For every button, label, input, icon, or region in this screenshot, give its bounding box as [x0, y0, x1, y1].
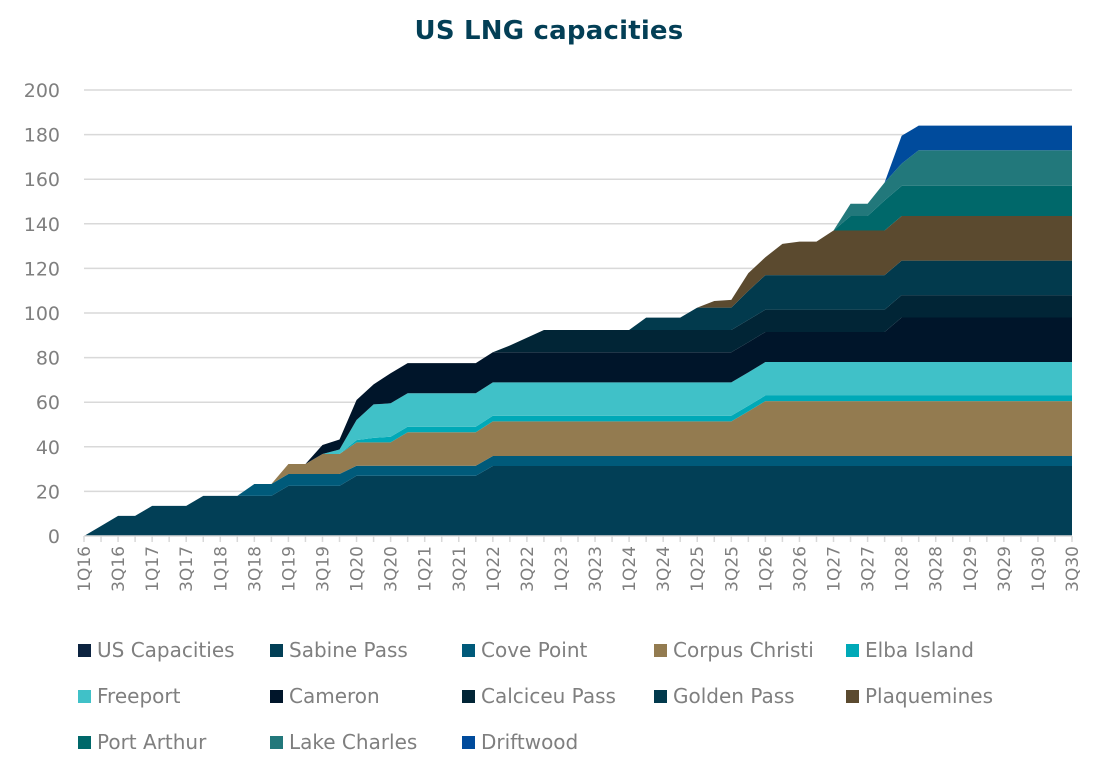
- x-tick-label: 3Q30: [1063, 546, 1083, 592]
- y-tick-label: 80: [36, 348, 60, 370]
- x-tick-label: 1Q26: [756, 546, 776, 592]
- y-tick-label: 100: [24, 303, 60, 325]
- x-tick-label: 3Q19: [313, 546, 333, 592]
- legend-label: Golden Pass: [673, 684, 795, 708]
- x-tick-label: 3Q23: [586, 546, 606, 592]
- legend-swatch: [270, 689, 283, 703]
- x-tick-label: 1Q22: [484, 546, 504, 592]
- y-tick-label: 140: [24, 214, 60, 236]
- legend-swatch: [846, 689, 859, 703]
- x-tick-label: 1Q29: [961, 546, 981, 592]
- chart-title: US LNG capacities: [414, 16, 684, 46]
- legend-swatch: [462, 643, 475, 657]
- legend-swatch: [78, 643, 91, 657]
- x-tick-label: 1Q18: [211, 546, 231, 592]
- x-tick-label: 1Q20: [348, 546, 368, 592]
- legend-item: Driftwood: [462, 730, 578, 754]
- legend-swatch: [462, 689, 475, 703]
- legend-swatch: [270, 643, 283, 657]
- x-tick-label: 1Q28: [893, 546, 913, 592]
- area-sabine-pass: [84, 465, 1072, 536]
- x-tick-label: 1Q16: [75, 546, 95, 592]
- legend-swatch: [78, 735, 91, 749]
- x-tick-label: 3Q27: [859, 546, 879, 592]
- legend-label: Port Arthur: [97, 730, 207, 754]
- legend-label: Freeport: [97, 684, 181, 708]
- legend-label: Corpus Christi: [673, 638, 814, 662]
- stacked-areas: [84, 125, 1072, 537]
- legend-swatch: [462, 735, 475, 749]
- legend-swatch: [846, 643, 859, 657]
- x-tick-label: 3Q26: [790, 546, 810, 592]
- y-tick-label: 180: [24, 125, 60, 147]
- area-golden-pass: [84, 260, 1072, 536]
- x-tick-label: 1Q17: [143, 546, 163, 592]
- x-tick-label: 3Q16: [109, 546, 129, 592]
- legend-item: Calciceu Pass: [462, 684, 616, 708]
- legend-item: Freeport: [78, 684, 180, 708]
- x-tick-label: 1Q25: [688, 546, 708, 592]
- legend-item: Golden Pass: [654, 684, 795, 708]
- area-calciceu-pass: [84, 295, 1072, 536]
- x-tick-label: 3Q29: [995, 546, 1015, 592]
- area-corpus-christi: [84, 401, 1072, 536]
- x-tick-label: 3Q22: [518, 546, 538, 592]
- area-cove-point: [84, 455, 1072, 536]
- x-tick-label: 3Q17: [177, 546, 197, 592]
- legend-label: Elba Island: [865, 638, 975, 662]
- legend-item: Sabine Pass: [270, 638, 408, 662]
- legend-label: Plaquemines: [865, 684, 993, 708]
- legend-item: Port Arthur: [78, 730, 206, 754]
- x-tick-label: 1Q27: [825, 546, 845, 592]
- y-tick-label: 160: [24, 169, 60, 191]
- legend-swatch: [654, 689, 667, 703]
- legend-swatch: [78, 689, 91, 703]
- y-tick-label: 20: [36, 481, 60, 503]
- x-tick-label: 1Q30: [1029, 546, 1049, 592]
- legend-swatch: [654, 643, 667, 657]
- y-tick-label: 40: [36, 437, 60, 459]
- x-tick-label: 3Q28: [927, 546, 947, 592]
- legend-item: Lake Charles: [270, 730, 417, 754]
- area-freeport: [84, 362, 1072, 536]
- x-axis: [83, 535, 1073, 542]
- legend-item: Cove Point: [462, 638, 587, 662]
- area-cameron: [84, 317, 1072, 536]
- legend-label: Lake Charles: [289, 730, 418, 754]
- legend-item: Plaquemines: [846, 684, 993, 708]
- x-tick-label: 3Q20: [382, 546, 402, 592]
- y-tick-label: 120: [24, 258, 60, 280]
- x-axis-labels: 1Q16 3Q16 1Q17 3Q17 1Q18 3Q18 1Q19 3Q19 1Q20 3Q20…: [75, 546, 1083, 592]
- legend-item: Corpus Christi: [654, 638, 814, 662]
- y-axis: 0 20 40 60 80 100 120 140 160 180 200: [24, 80, 60, 548]
- legend-label: Driftwood: [481, 730, 579, 754]
- y-tick-label: 200: [24, 80, 60, 102]
- legend-label: Cameron: [289, 684, 380, 708]
- x-tick-label: 3Q24: [654, 546, 674, 592]
- x-tick-label: 1Q21: [416, 546, 436, 592]
- legend-item: Cameron: [270, 684, 380, 708]
- y-tick-label: 60: [36, 392, 60, 414]
- x-tick-label: 1Q24: [620, 546, 640, 592]
- legend-label: Cove Point: [481, 638, 588, 662]
- x-tick-label: 3Q18: [245, 546, 265, 592]
- legend-label: Sabine Pass: [289, 638, 408, 662]
- legend-item: US Capacities: [78, 638, 235, 662]
- x-tick-label: 1Q23: [552, 546, 572, 592]
- legend-swatch: [270, 735, 283, 749]
- y-tick-label: 0: [48, 526, 60, 548]
- area-plaquemines: [84, 216, 1072, 536]
- x-tick-label: 1Q19: [279, 546, 299, 592]
- legend-label: Calciceu Pass: [481, 684, 616, 708]
- legend-item: Elba Island: [846, 638, 974, 662]
- x-tick-label: 3Q25: [722, 546, 742, 592]
- x-tick-label: 3Q21: [450, 546, 470, 592]
- legend-label: US Capacities: [97, 638, 235, 662]
- chart-plot: 0 20 40 60 80 100 120 140 160 180 200 1Q16 3Q16 1Q17…: [24, 80, 1083, 592]
